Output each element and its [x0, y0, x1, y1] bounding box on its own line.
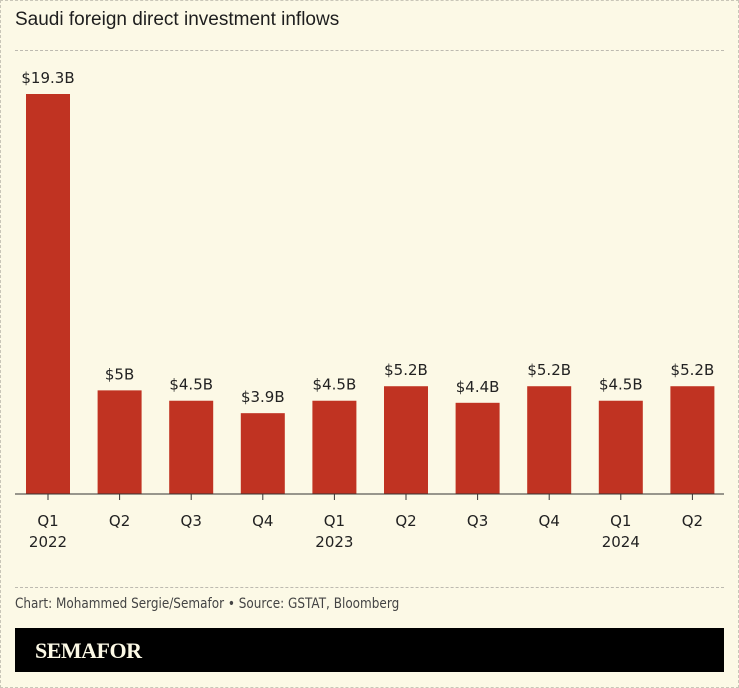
footer-divider	[15, 587, 724, 588]
x-tick-label: Q1	[610, 512, 631, 530]
bar	[598, 400, 643, 494]
semafor-logo: SEMAFOR	[35, 638, 142, 663]
bar	[240, 413, 285, 494]
x-tick-label: Q3	[467, 512, 488, 530]
x-year-label: 2024	[602, 533, 640, 551]
bar	[670, 386, 715, 494]
data-label: $5.2B	[527, 361, 571, 379]
x-tick-label: Q2	[682, 512, 703, 530]
bar	[384, 386, 428, 494]
x-tick-label: Q2	[395, 512, 416, 530]
x-tick-label: Q4	[539, 512, 560, 530]
source-note: Chart: Mohammed Sergie/Semafor • Source:…	[15, 596, 400, 612]
bar	[527, 386, 572, 494]
data-label: $4.5B	[313, 376, 357, 394]
bar-chart: $19.3B Q1 2022 $5B Q2 $4.5B Q3 $3.9B Q4 $4.5B Q1 20…	[15, 69, 724, 551]
x-tick-label: Q4	[252, 512, 273, 530]
title-divider	[15, 50, 724, 51]
data-label: $5.2B	[671, 361, 715, 379]
data-label: $4.5B	[599, 376, 643, 394]
x-year-label: 2022	[29, 533, 67, 551]
bar	[312, 400, 357, 494]
data-label: $4.4B	[456, 378, 500, 396]
x-tick-label: Q3	[181, 512, 202, 530]
data-label: $5.2B	[384, 361, 428, 379]
x-year-label: 2023	[315, 533, 353, 551]
data-label: $5B	[105, 365, 134, 383]
x-tick-label: Q1	[324, 512, 345, 530]
brand-band: SEMAFOR	[15, 628, 724, 672]
bar	[26, 94, 70, 494]
x-tick-label: Q2	[109, 512, 130, 530]
bar	[169, 400, 214, 494]
chart-title: Saudi foreign direct investment inflows	[15, 9, 340, 30]
data-label: $4.5B	[169, 376, 213, 394]
bar	[455, 402, 500, 494]
bar	[97, 390, 142, 494]
x-tick-label: Q1	[37, 512, 58, 530]
data-label: $3.9B	[241, 388, 285, 406]
data-label: $19.3B	[21, 69, 74, 87]
